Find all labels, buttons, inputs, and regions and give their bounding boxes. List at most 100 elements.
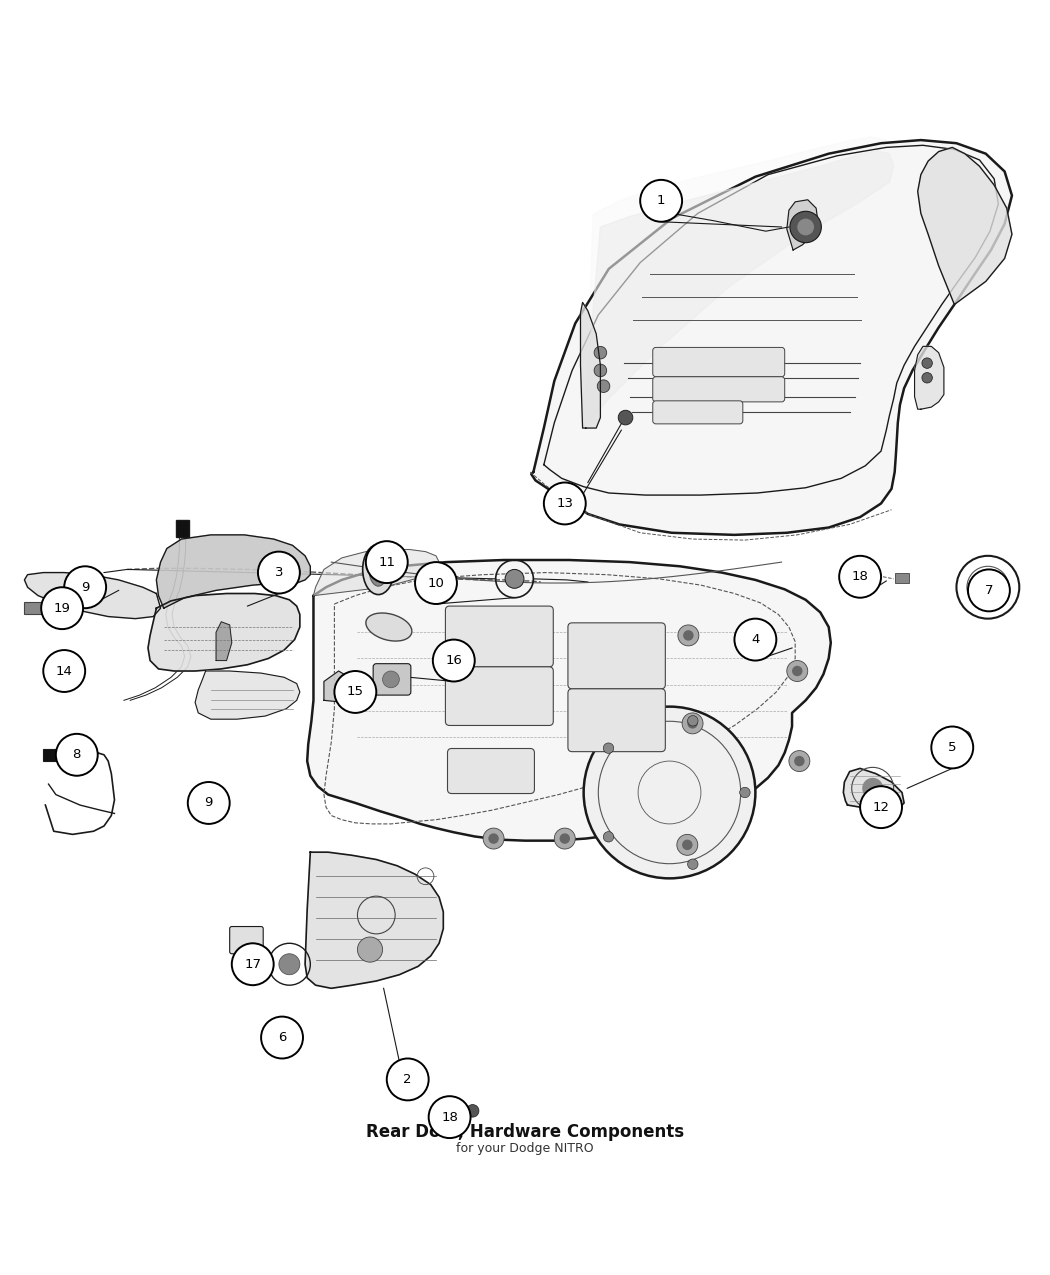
Circle shape xyxy=(544,482,586,524)
Circle shape xyxy=(279,954,300,974)
Text: 9: 9 xyxy=(205,797,213,810)
Text: 15: 15 xyxy=(346,686,364,699)
Circle shape xyxy=(792,666,802,676)
Polygon shape xyxy=(531,140,1012,536)
Circle shape xyxy=(968,570,1010,611)
Circle shape xyxy=(232,944,274,986)
Circle shape xyxy=(433,640,475,681)
Circle shape xyxy=(261,1016,303,1058)
Text: for your Dodge NITRO: for your Dodge NITRO xyxy=(456,1142,594,1155)
Text: 13: 13 xyxy=(556,497,573,510)
FancyBboxPatch shape xyxy=(895,572,909,583)
Circle shape xyxy=(41,588,83,629)
Circle shape xyxy=(428,1096,470,1139)
Text: 7: 7 xyxy=(985,584,993,597)
Circle shape xyxy=(789,751,810,771)
Circle shape xyxy=(594,365,607,376)
Text: 16: 16 xyxy=(445,654,462,667)
Circle shape xyxy=(466,1104,479,1117)
FancyBboxPatch shape xyxy=(447,748,534,793)
Circle shape xyxy=(584,706,755,878)
Text: 6: 6 xyxy=(278,1031,287,1044)
Circle shape xyxy=(682,713,704,734)
Text: 2: 2 xyxy=(403,1074,412,1086)
Circle shape xyxy=(794,756,804,766)
Text: 14: 14 xyxy=(56,664,72,677)
Circle shape xyxy=(354,695,364,705)
Polygon shape xyxy=(915,347,944,409)
Polygon shape xyxy=(918,148,1012,305)
Text: 4: 4 xyxy=(751,634,759,646)
Circle shape xyxy=(678,625,699,646)
Polygon shape xyxy=(216,622,232,660)
Circle shape xyxy=(684,630,694,640)
Circle shape xyxy=(688,715,698,725)
FancyBboxPatch shape xyxy=(24,602,43,615)
Polygon shape xyxy=(314,550,439,595)
Ellipse shape xyxy=(365,613,412,641)
Circle shape xyxy=(604,831,614,842)
FancyBboxPatch shape xyxy=(653,400,742,423)
Text: 11: 11 xyxy=(378,556,395,569)
Circle shape xyxy=(560,834,570,844)
Circle shape xyxy=(860,787,902,827)
Circle shape xyxy=(334,671,376,713)
Circle shape xyxy=(488,834,499,844)
Circle shape xyxy=(797,218,814,236)
Circle shape xyxy=(677,834,698,856)
Circle shape xyxy=(682,840,693,850)
Circle shape xyxy=(688,718,698,728)
Circle shape xyxy=(688,859,698,870)
Circle shape xyxy=(618,411,633,425)
Ellipse shape xyxy=(362,544,394,594)
Text: 5: 5 xyxy=(948,741,957,754)
Polygon shape xyxy=(308,560,831,840)
Ellipse shape xyxy=(369,552,387,587)
Text: 9: 9 xyxy=(81,580,89,594)
Circle shape xyxy=(839,556,881,598)
FancyBboxPatch shape xyxy=(568,623,666,689)
Circle shape xyxy=(386,1058,428,1100)
Circle shape xyxy=(483,827,504,849)
Circle shape xyxy=(43,650,85,692)
Circle shape xyxy=(640,180,682,222)
Polygon shape xyxy=(843,769,904,810)
FancyBboxPatch shape xyxy=(176,520,189,537)
Circle shape xyxy=(554,827,575,849)
Polygon shape xyxy=(306,852,443,988)
Text: 17: 17 xyxy=(245,958,261,970)
Circle shape xyxy=(931,727,973,769)
Circle shape xyxy=(357,937,382,963)
Circle shape xyxy=(922,372,932,382)
Text: 8: 8 xyxy=(72,748,81,761)
Polygon shape xyxy=(324,671,352,703)
FancyBboxPatch shape xyxy=(51,657,70,667)
Circle shape xyxy=(505,570,524,588)
Circle shape xyxy=(959,731,971,743)
FancyBboxPatch shape xyxy=(653,376,784,402)
FancyBboxPatch shape xyxy=(568,688,666,752)
Circle shape xyxy=(862,778,883,798)
Circle shape xyxy=(790,212,821,242)
FancyBboxPatch shape xyxy=(445,606,553,667)
Text: 1: 1 xyxy=(657,194,666,208)
FancyBboxPatch shape xyxy=(373,664,411,695)
Circle shape xyxy=(188,782,230,824)
Polygon shape xyxy=(156,536,311,608)
Circle shape xyxy=(604,743,614,754)
Circle shape xyxy=(56,734,98,775)
Circle shape xyxy=(786,660,807,681)
Circle shape xyxy=(258,552,300,594)
Text: 12: 12 xyxy=(873,801,889,813)
Circle shape xyxy=(594,347,607,360)
Polygon shape xyxy=(583,150,894,428)
Polygon shape xyxy=(195,671,300,719)
Circle shape xyxy=(415,562,457,604)
Circle shape xyxy=(365,541,407,583)
Circle shape xyxy=(734,618,776,660)
FancyBboxPatch shape xyxy=(653,347,784,376)
FancyBboxPatch shape xyxy=(230,927,264,954)
Circle shape xyxy=(64,566,106,608)
Circle shape xyxy=(382,671,399,687)
FancyBboxPatch shape xyxy=(445,667,553,725)
